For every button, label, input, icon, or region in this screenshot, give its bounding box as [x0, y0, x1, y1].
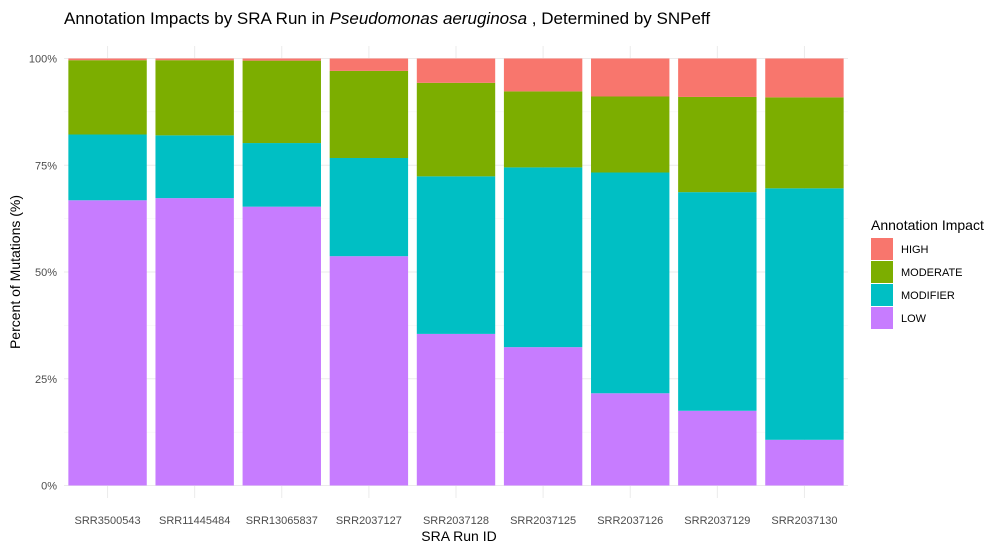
legend-swatch-modifier	[871, 284, 893, 306]
x-tick-label: SRR2037126	[597, 515, 663, 527]
bar-segment-moderate-srr2037127	[329, 70, 409, 158]
bar-segment-modifier-srr3500543	[68, 134, 147, 201]
x-tick-label: SRR2037129	[684, 515, 750, 527]
x-axis-ticks: SRR3500543 SRR11445484 SRR13065837 SRR20371…	[75, 515, 838, 527]
x-tick-label: SRR2037125	[510, 515, 576, 527]
bar-segment-moderate-srr2037129	[678, 96, 757, 193]
bar-segment-low-srr2037127	[329, 256, 409, 486]
bar-segment-modifier-srr2037125	[503, 167, 583, 348]
bar-segment-low-srr2037130	[765, 439, 844, 486]
chart-title: Annotation Impacts by SRA Run in Pseudom…	[64, 9, 710, 28]
legend-label-modifier: MODIFIER	[901, 290, 955, 302]
bar-segment-high-srr2037129	[678, 58, 757, 97]
x-tick-label: SRR11445484	[159, 515, 230, 527]
bars	[68, 58, 844, 486]
legend-label-low: LOW	[901, 313, 927, 325]
bar-segment-high-srr2037126	[591, 58, 670, 97]
bar-segment-moderate-srr3500543	[68, 60, 147, 135]
bar-segment-modifier-srr13065837	[242, 143, 321, 207]
bar-segment-high-srr11445484	[155, 58, 234, 61]
legend-label-moderate: MODERATE	[901, 267, 963, 279]
bar-segment-modifier-srr2037126	[591, 172, 670, 394]
bar-segment-modifier-srr11445484	[155, 135, 234, 199]
legend: Annotation Impact HIGH MODERATE MODIFIER LO…	[871, 217, 984, 329]
legend-title: Annotation Impact	[871, 217, 984, 233]
y-tick-label: 0%	[41, 481, 57, 493]
bar-segment-moderate-srr2037130	[765, 97, 844, 189]
y-axis-ticks: 0% 25% 50% 75% 100%	[29, 54, 57, 493]
y-tick-label: 50%	[35, 267, 57, 279]
x-tick-label: SRR2037128	[423, 515, 489, 527]
bar-segment-high-srr2037127	[329, 58, 409, 71]
bar-segment-high-srr2037128	[416, 58, 496, 83]
bar-segment-moderate-srr2037126	[591, 96, 670, 173]
bar-segment-low-srr2037125	[503, 347, 583, 486]
bar-segment-modifier-srr2037127	[329, 157, 409, 257]
x-axis-label: SRA Run ID	[421, 528, 496, 544]
bar-segment-low-srr11445484	[155, 198, 234, 486]
x-tick-label: SRR2037130	[771, 515, 837, 527]
y-tick-label: 75%	[35, 160, 57, 172]
bar-segment-low-srr2037126	[591, 393, 670, 486]
bar-segment-moderate-srr2037128	[416, 82, 496, 177]
legend-swatch-moderate	[871, 261, 893, 283]
x-tick-label: SRR13065837	[246, 515, 318, 527]
bar-segment-high-srr13065837	[242, 58, 321, 61]
legend-swatch-high	[871, 238, 893, 260]
legend-label-high: HIGH	[901, 244, 929, 256]
bar-segment-moderate-srr11445484	[155, 60, 234, 136]
y-tick-label: 100%	[29, 54, 57, 66]
bar-segment-low-srr2037128	[416, 333, 496, 486]
bar-segment-modifier-srr2037130	[765, 188, 844, 440]
bar-segment-modifier-srr2037129	[678, 192, 757, 411]
y-tick-label: 25%	[35, 374, 57, 386]
bar-segment-high-srr2037125	[503, 58, 583, 92]
bar-segment-moderate-srr2037125	[503, 91, 583, 168]
legend-swatch-low	[871, 307, 893, 329]
bar-segment-moderate-srr13065837	[242, 60, 321, 144]
bar-segment-modifier-srr2037128	[416, 176, 496, 334]
bar-segment-high-srr3500543	[68, 58, 147, 61]
bar-segment-high-srr2037130	[765, 58, 844, 98]
x-tick-label: SRR2037127	[336, 515, 402, 527]
bar-segment-low-srr13065837	[242, 206, 321, 486]
bar-segment-low-srr2037129	[678, 410, 757, 486]
bar-segment-low-srr3500543	[68, 200, 147, 486]
y-axis-label: Percent of Mutations (%)	[7, 195, 23, 349]
x-tick-label: SRR3500543	[75, 515, 141, 527]
